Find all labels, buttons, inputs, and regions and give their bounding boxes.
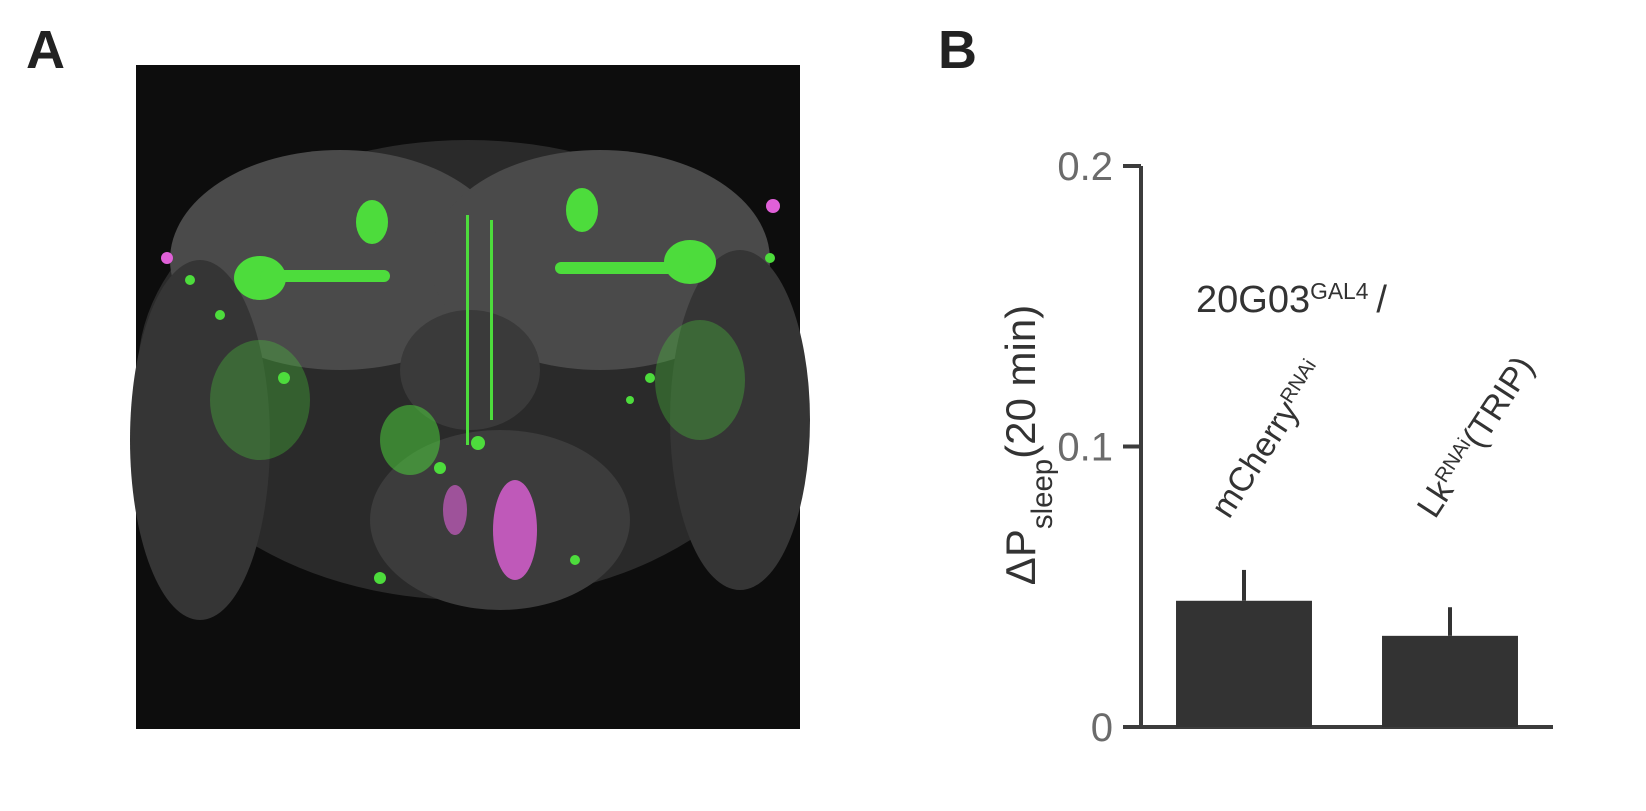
normal-text: Lk bbox=[1410, 473, 1462, 525]
annotation: 20G03GAL4 / bbox=[1196, 278, 1387, 321]
sup-text: RNAi bbox=[1277, 356, 1321, 408]
microscopy-image bbox=[130, 65, 810, 729]
x-tick-label: LkRNAi(TRIP) bbox=[1410, 350, 1542, 525]
normal-text: (TRIP) bbox=[1455, 350, 1541, 455]
y-tick-label: 0 bbox=[1091, 706, 1113, 750]
y-tick-label: 0.1 bbox=[1057, 426, 1113, 470]
x-tick-label: mCherryRNAi bbox=[1204, 354, 1333, 524]
panel-label: B bbox=[938, 20, 977, 80]
bar bbox=[1382, 635, 1518, 727]
panel-label: A bbox=[26, 20, 65, 80]
normal-text: (20 min) bbox=[997, 305, 1044, 459]
sub-text: sleep bbox=[1026, 459, 1059, 529]
space-text: / bbox=[1376, 279, 1387, 321]
normal-text: ΔP bbox=[997, 529, 1044, 585]
normal-text: 20G03 bbox=[1196, 279, 1310, 321]
sup-text: GAL4 bbox=[1310, 278, 1369, 304]
normal-text: mCherry bbox=[1204, 394, 1307, 524]
y-tick-label: 0.2 bbox=[1057, 145, 1113, 189]
bar bbox=[1176, 600, 1312, 727]
y-axis-label: ΔPsleep(20 min) bbox=[997, 305, 1059, 585]
